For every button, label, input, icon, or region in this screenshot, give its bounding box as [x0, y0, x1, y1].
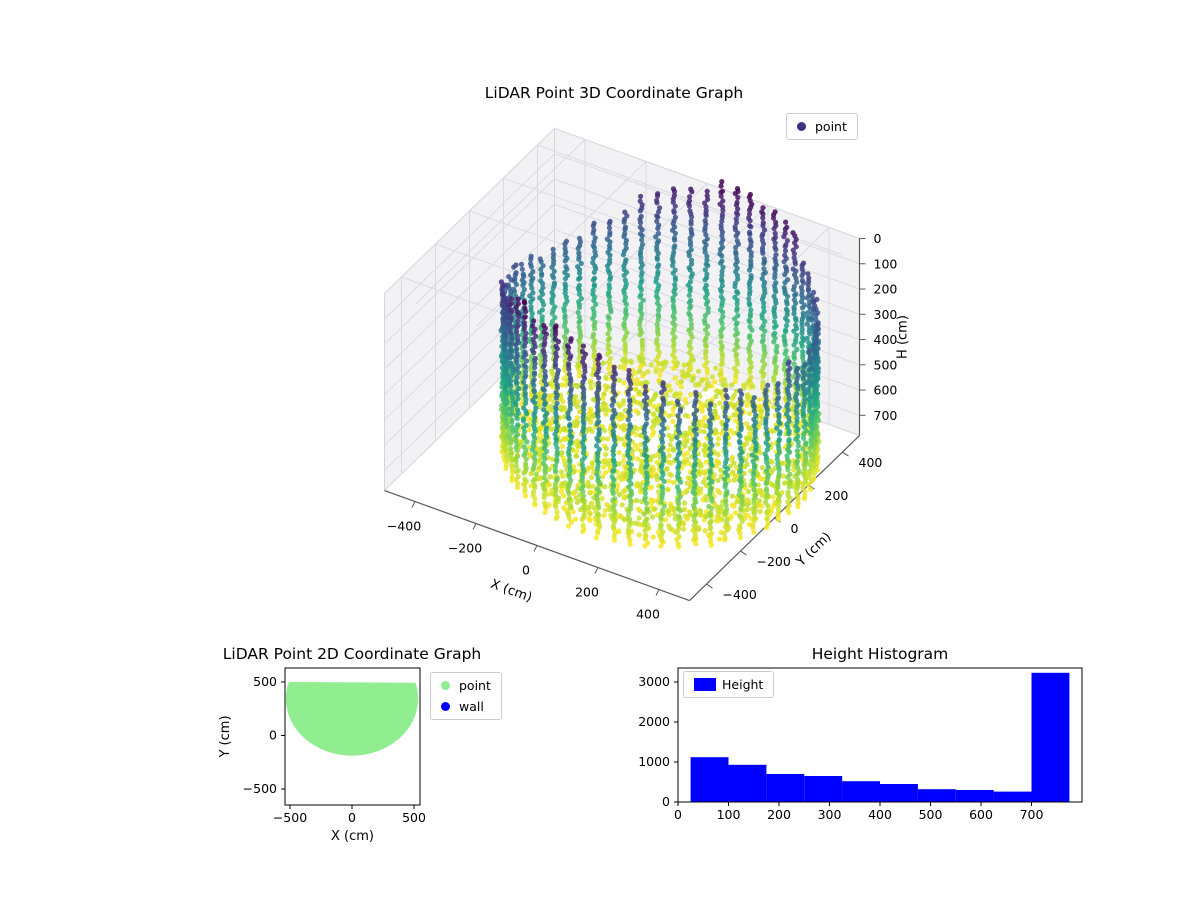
histogram-title: Height Histogram	[811, 645, 949, 663]
svg-text:300: 300	[874, 307, 898, 322]
plot2d-title: LiDAR Point 2D Coordinate Graph	[222, 645, 482, 663]
svg-text:−200: −200	[757, 554, 791, 569]
point-cloud	[498, 179, 822, 550]
legend-label-height: Height	[722, 677, 764, 692]
svg-text:−500: −500	[243, 781, 277, 796]
svg-text:−400: −400	[387, 519, 421, 534]
svg-text:500: 500	[253, 674, 277, 689]
plot2d: −500 0 500 500 0 −500 X (cm) Y (cm)	[218, 667, 426, 844]
svg-text:400: 400	[636, 607, 660, 622]
svg-text:Y (cm): Y (cm)	[793, 530, 834, 571]
svg-text:200: 200	[575, 585, 599, 600]
svg-text:2000: 2000	[638, 714, 670, 729]
svg-text:0: 0	[874, 231, 882, 246]
svg-text:0: 0	[674, 807, 682, 822]
svg-text:700: 700	[874, 408, 898, 423]
svg-text:100: 100	[717, 807, 741, 822]
histogram-legend: Height	[683, 671, 775, 698]
svg-text:X (cm): X (cm)	[488, 577, 534, 606]
point-marker-icon	[441, 681, 450, 690]
svg-text:100: 100	[874, 256, 898, 271]
svg-text:Y (cm): Y (cm)	[218, 715, 233, 758]
svg-text:0: 0	[348, 810, 356, 825]
svg-text:H (cm): H (cm)	[896, 315, 911, 359]
plot3d: −400 −200 0 200 400 −400 −200 0 200 400 0 100 200 300…	[383, 127, 911, 622]
svg-text:400: 400	[859, 455, 883, 470]
svg-text:200: 200	[874, 282, 898, 297]
svg-text:1000: 1000	[638, 754, 670, 769]
svg-text:500: 500	[874, 357, 898, 372]
svg-text:400: 400	[874, 332, 898, 347]
svg-text:200: 200	[767, 807, 791, 822]
svg-text:200: 200	[825, 488, 849, 503]
svg-text:0: 0	[662, 794, 670, 809]
svg-text:500: 500	[402, 810, 426, 825]
svg-text:600: 600	[969, 807, 993, 822]
svg-text:−400: −400	[723, 587, 757, 602]
plot3d-title: LiDAR Point 3D Coordinate Graph	[484, 84, 744, 102]
bars	[690, 672, 1070, 802]
height-patch-icon	[694, 678, 716, 691]
svg-text:400: 400	[868, 807, 892, 822]
legend-entry-wall: wall	[441, 699, 491, 714]
svg-text:3000: 3000	[638, 674, 670, 689]
svg-text:−200: −200	[448, 541, 482, 556]
svg-text:X (cm): X (cm)	[331, 829, 374, 844]
legend-entry-point: point	[441, 678, 491, 693]
point-marker-icon	[797, 122, 806, 131]
plot2d-legend: point wall	[430, 672, 502, 720]
svg-text:−500: −500	[273, 810, 307, 825]
legend-label-point-3d: point	[815, 119, 847, 134]
wall-marker-icon	[441, 702, 450, 711]
point-region	[285, 682, 419, 756]
svg-text:600: 600	[874, 383, 898, 398]
svg-text:500: 500	[919, 807, 943, 822]
legend-label-point-2d: point	[459, 678, 491, 693]
histogram: 0 100 200 300 400 500 600 700 0 1000 2000 3000	[638, 667, 1083, 822]
plot3d-legend: point	[786, 113, 858, 140]
svg-text:0: 0	[269, 728, 277, 743]
svg-text:700: 700	[1020, 807, 1044, 822]
svg-text:0: 0	[791, 521, 799, 536]
legend-label-wall: wall	[459, 699, 484, 714]
svg-text:300: 300	[818, 807, 842, 822]
svg-text:0: 0	[522, 563, 530, 578]
